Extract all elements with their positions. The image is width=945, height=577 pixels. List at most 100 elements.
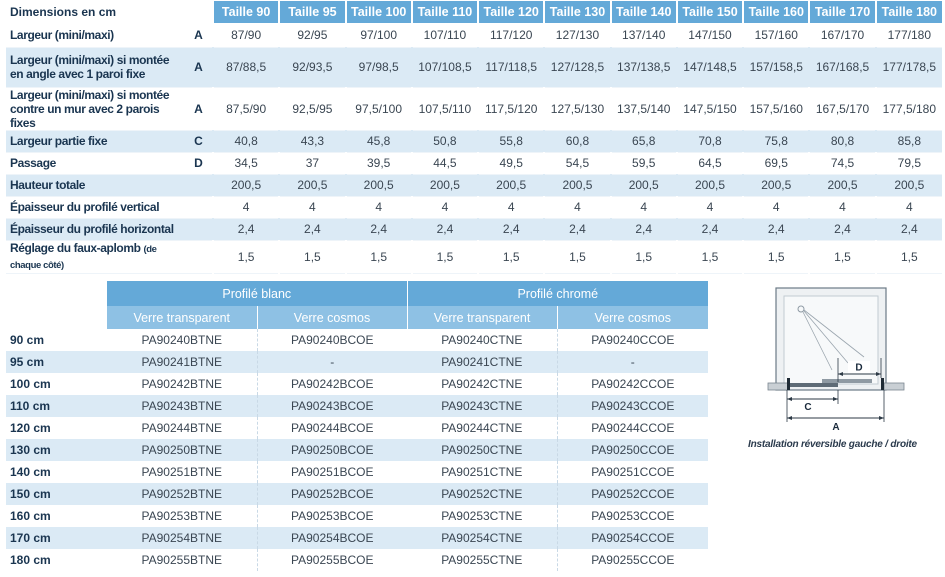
- references-subheader-row: Verre transparent Verre cosmos Verre tra…: [6, 306, 709, 329]
- reference-code: PA90253BCOE: [256, 505, 408, 527]
- dimension-value: 127,5/130: [544, 87, 611, 131]
- reference-code: PA90252BCOE: [256, 483, 408, 505]
- dimension-label-text: Largeur (mini/maxi) si montée en angle a…: [10, 53, 170, 81]
- size-header: Taille 140: [609, 1, 677, 23]
- installation-diagram: D C A: [767, 287, 905, 433]
- dimension-value: 127/128,5: [544, 47, 611, 88]
- dimension-row: Épaisseur du profilé vertical 4 4 4 4 4 4 4 4 4 4 4: [6, 196, 942, 219]
- reference-code: PA90255CCOE: [556, 549, 709, 571]
- reference-code: PA90252CTNE: [407, 483, 558, 505]
- dimension-value: 43,3: [279, 130, 346, 153]
- reference-code: PA90254CTNE: [407, 527, 558, 549]
- reference-code: PA90244BCOE: [256, 417, 408, 439]
- reference-code: PA90253BTNE: [141, 509, 223, 523]
- dimension-value: 2,4: [875, 218, 942, 241]
- reference-code: PA90253CTNE: [441, 509, 523, 523]
- dimension-value: 4: [809, 196, 876, 219]
- reference-size: 120 cm: [10, 421, 51, 435]
- dimension-value: 87/90: [213, 23, 280, 48]
- dimension-value: 60,8: [544, 130, 611, 153]
- dimension-value: 75,8: [743, 130, 810, 153]
- reference-size: 130 cm: [6, 439, 107, 461]
- dimension-label-text: Passage: [10, 156, 56, 170]
- dimension-value: 147/150: [676, 23, 744, 48]
- dimension-value: 177,5/180: [875, 87, 942, 131]
- dimension-value: 2,4: [610, 218, 677, 241]
- dimension-value: 4: [279, 196, 346, 219]
- dimension-value: 137,5/140: [610, 87, 677, 131]
- reference-row: 150 cm PA90252BTNE PA90252BCOE PA90252CTNE P…: [6, 483, 709, 505]
- reference-code: PA90250BCOE: [256, 439, 408, 461]
- dimension-value: 65,8: [610, 130, 677, 153]
- dimension-value: 200,5: [345, 174, 412, 197]
- dimension-value: 200,5: [743, 174, 810, 197]
- subheader-chrome-cosmos: Verre cosmos: [556, 306, 709, 329]
- dimension-value: 200,5: [676, 174, 744, 197]
- reference-code: -: [556, 351, 709, 373]
- reference-code: PA90244CCOE: [556, 417, 709, 439]
- size-header: Taille 160: [742, 1, 810, 23]
- reference-code: PA90251BTNE: [141, 465, 223, 479]
- dimension-value: 2,4: [279, 218, 346, 241]
- sliding-door: [822, 379, 872, 383]
- right-wall: [883, 382, 905, 391]
- fixed-panel: [788, 383, 838, 387]
- dimension-label: Largeur partie fixe: [6, 130, 185, 153]
- dimension-value: 2,4: [809, 218, 876, 241]
- reference-size: 170 cm: [6, 527, 107, 549]
- dimension-value: 1,5: [875, 240, 942, 274]
- reference-size: 95 cm: [6, 351, 107, 373]
- reference-size: 110 cm: [6, 395, 107, 417]
- dimension-value: 4: [676, 196, 744, 219]
- group-header-profile-chrome: Profilé chromé: [406, 281, 709, 306]
- reference-code: PA90252CCOE: [556, 483, 709, 505]
- dimension-row: Largeur (mini/maxi) si montée en angle a…: [6, 47, 942, 88]
- dimension-label-text: Largeur (mini/maxi): [10, 27, 114, 42]
- dimension-d-label: D: [855, 363, 862, 374]
- subheader-white-cosmos: Verre cosmos: [256, 306, 408, 329]
- diagram-caption: Installation réversible gauche / droite: [748, 439, 917, 450]
- group-header-profile-white: Profilé blanc: [107, 281, 408, 306]
- dimension-value: 1,5: [676, 240, 744, 274]
- dimension-value: 1,5: [743, 240, 810, 274]
- reference-size: 180 cm: [10, 553, 51, 567]
- dimension-value: 167,5/170: [809, 87, 876, 131]
- dimension-label: Largeur (mini/maxi) si montée en angle a…: [6, 47, 185, 88]
- dimension-value: 107/110: [411, 23, 479, 48]
- reference-code: PA90242CTNE: [441, 377, 523, 391]
- dimension-value: 117,5/120: [478, 87, 545, 131]
- subheader-chrome-transparent: Verre transparent: [406, 306, 558, 329]
- reference-code: PA90254BCOE: [256, 527, 408, 549]
- dimension-label: Largeur (mini/maxi): [6, 23, 185, 48]
- dimension-value: 39,5: [345, 152, 412, 175]
- dimension-value: 200,5: [809, 174, 876, 197]
- dimension-value: 87,5/90: [213, 87, 280, 131]
- dimension-value: 137/138,5: [610, 47, 677, 88]
- dimension-value: 2,4: [213, 218, 280, 241]
- dimension-value: 4: [743, 196, 810, 219]
- dimension-value: 200,5: [544, 174, 611, 197]
- dimension-value: 4: [345, 196, 412, 219]
- dimension-value: 4: [411, 196, 479, 219]
- reference-row: 120 cm PA90244BTNE PA90244BCOE PA90244CTNE P…: [6, 417, 709, 439]
- reference-row: 90 cm PA90240BTNE PA90240BCOE PA90240CTNE PA…: [6, 329, 709, 351]
- dimension-value: 2,4: [478, 218, 545, 241]
- dimension-value: 200,5: [875, 174, 942, 197]
- dimension-label: Réglage du faux-aplomb (de chaque côté): [6, 240, 185, 274]
- dimension-label-note: (de chaque côté): [10, 243, 157, 271]
- reference-code: PA90242BTNE: [141, 377, 223, 391]
- dimension-value: 117/120: [478, 23, 545, 48]
- dimension-value: 97,5/100: [345, 87, 412, 131]
- dimension-value: 200,5: [478, 174, 545, 197]
- dimension-row: Passage D 34,5 37 39,5 44,5 49,5 54,5 59,5 64,5 69…: [6, 152, 942, 175]
- reference-size: 140 cm: [10, 465, 51, 479]
- dimension-value: 157,5/160: [743, 87, 810, 131]
- dimension-value: 4: [478, 196, 545, 219]
- dimension-label-text: Largeur partie fixe: [10, 134, 108, 148]
- reference-row: 180 cm PA90255BTNE PA90255BCOE PA90255CTNE P…: [6, 549, 709, 571]
- dimension-value: 1,5: [345, 240, 412, 274]
- reference-code: PA90252BTNE: [107, 483, 257, 505]
- dimensions-header-row: Dimensions en cm Taille 90 Taille 95 Taill…: [6, 1, 942, 23]
- reference-code: PA90250BTNE: [107, 439, 257, 461]
- dimension-value: 137/140: [610, 23, 677, 48]
